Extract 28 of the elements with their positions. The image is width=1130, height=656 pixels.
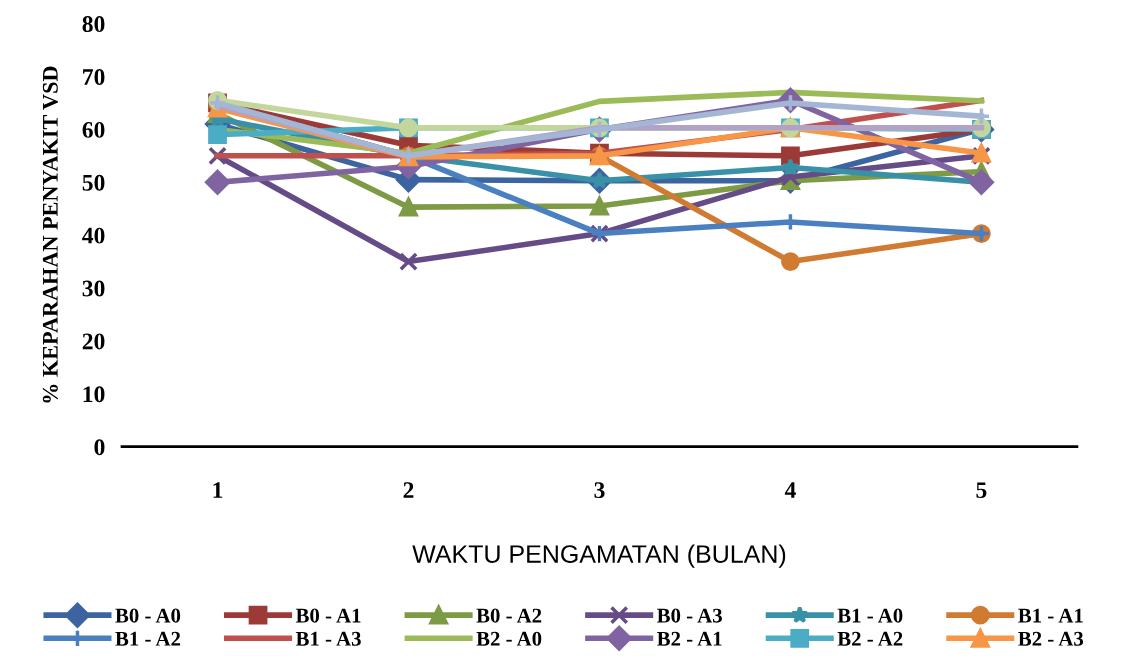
legend-label: B2 - A2 bbox=[837, 631, 903, 646]
legend-label: B0 - A2 bbox=[476, 608, 542, 623]
y-tick-label: 50 bbox=[82, 174, 105, 191]
legend-label: B1 - A1 bbox=[1018, 608, 1083, 623]
legend-label: B0 - A1 bbox=[295, 608, 361, 623]
y-tick-label: 30 bbox=[82, 280, 105, 297]
legend-label: B1 - A2 bbox=[115, 631, 181, 646]
legend-label: B2 - A0 bbox=[476, 631, 542, 646]
y-tick-label: 40 bbox=[82, 227, 105, 244]
legend-label: B0 - A0 bbox=[115, 608, 181, 623]
x-axis-title: WAKTU PENGAMATAN (BULAN) bbox=[412, 544, 786, 568]
legend-label: B1 - A0 bbox=[837, 608, 903, 623]
x-tick-label: 4 bbox=[784, 482, 796, 498]
y-tick-label: 80 bbox=[82, 16, 105, 33]
y-tick-label: 70 bbox=[83, 69, 105, 85]
y-tick-label: 20 bbox=[82, 333, 105, 350]
y-axis-title: % KEPARAHAN PENYAKIT VSD bbox=[42, 66, 58, 403]
x-tick-label: 5 bbox=[976, 482, 987, 499]
legend-label: B1 - A3 bbox=[295, 631, 361, 646]
y-tick-label: 0 bbox=[94, 439, 105, 456]
x-tick-label: 3 bbox=[594, 482, 605, 499]
y-tick-label: 60 bbox=[82, 121, 105, 138]
y-tick-label: 10 bbox=[83, 386, 105, 403]
x-tick-label: 2 bbox=[403, 482, 414, 498]
legend-label: B2 - A3 bbox=[1018, 631, 1084, 646]
legend-label: B0 - A3 bbox=[657, 608, 722, 623]
legend-label: B2 - A1 bbox=[657, 631, 722, 646]
x-tick-label: 1 bbox=[213, 482, 223, 498]
